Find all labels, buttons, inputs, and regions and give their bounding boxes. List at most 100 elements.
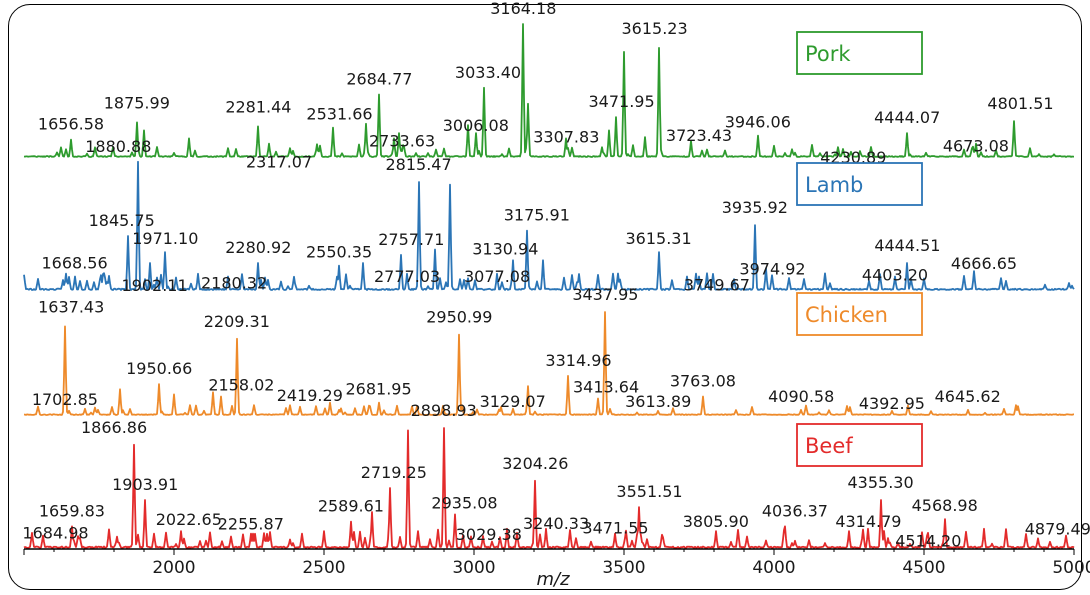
legend-box-lamb <box>796 162 923 206</box>
peak-label: 4514.20 <box>895 531 961 550</box>
peak-label: 3307.83 <box>533 127 599 146</box>
peak-label: 2935.08 <box>431 493 497 512</box>
spectrum-line-chicken <box>23 311 1074 416</box>
peak-label: 1668.56 <box>42 254 108 273</box>
peak-label: 3077.08 <box>464 267 530 286</box>
peak-label: 1902.11 <box>122 276 188 295</box>
spectrum-line-lamb <box>23 160 1075 291</box>
peak-label: 3615.23 <box>622 19 688 38</box>
peak-label: 3175.91 <box>504 206 570 225</box>
spectrum-beef: 1659.83 1684.98 1866.86 1903.91 2022.652255.… <box>22 401 1090 550</box>
peak-label: 3974.92 <box>739 259 805 278</box>
peak-label: 2317.07 <box>246 153 312 172</box>
peak-label: 2550.35 <box>306 243 372 262</box>
peak-label: 1637.43 <box>38 297 104 316</box>
peak-label: 2719.25 <box>361 463 427 482</box>
peak-label: 2681.95 <box>346 380 412 399</box>
legend-label-chicken: Chicken <box>805 303 888 327</box>
peak-label: 1866.86 <box>81 418 147 437</box>
peak-label: 2950.99 <box>426 308 492 327</box>
peak-label: 1875.99 <box>104 93 170 112</box>
peak-label: 4801.51 <box>987 94 1053 113</box>
peak-label: 3551.51 <box>616 482 682 501</box>
peak-label: 4355.30 <box>848 473 914 492</box>
peak-label: 4036.37 <box>762 501 828 520</box>
peak-label: 4879.49 <box>1025 519 1090 538</box>
legend-box-pork <box>796 31 923 75</box>
peak-label: 2281.44 <box>225 97 291 116</box>
peak-label: 4314.79 <box>835 512 901 531</box>
peak-label: 3613.89 <box>625 392 691 411</box>
peak-label: 3471.55 <box>582 519 648 538</box>
peak-label: 1845.75 <box>89 211 155 230</box>
x-axis-title: m/z <box>536 569 570 590</box>
peak-label: 2209.31 <box>204 312 270 331</box>
peak-label: 3615.31 <box>626 229 692 248</box>
peak-label: 1702.85 <box>32 390 98 409</box>
peak-label: 4645.62 <box>935 387 1001 406</box>
peak-label: 4673.08 <box>943 137 1009 156</box>
peak-label: 3204.26 <box>502 454 568 473</box>
peak-label: 2158.02 <box>208 376 274 395</box>
peak-label: 4444.51 <box>874 236 940 255</box>
peak-label: 3413.64 <box>573 378 639 397</box>
peak-label: 4444.07 <box>874 108 940 127</box>
peak-label: 3130.94 <box>472 239 538 258</box>
peak-label: 3164.18 <box>490 0 556 18</box>
peak-label: 1950.66 <box>126 359 192 378</box>
x-tick-label: 3000 <box>452 558 495 578</box>
x-tick-label: 2000 <box>152 558 195 578</box>
peak-label: 2531.66 <box>306 105 372 124</box>
peak-label: 2180.32 <box>201 274 267 293</box>
peak-label: 2898.93 <box>411 401 477 420</box>
legend-label-lamb: Lamb <box>805 173 863 197</box>
peak-label: 3033.40 <box>455 63 521 82</box>
spectrum-line-beef <box>23 427 1075 549</box>
peak-label: 2280.92 <box>225 238 291 257</box>
peak-label: 1903.91 <box>112 475 178 494</box>
legend-label-pork: Pork <box>805 42 851 66</box>
peak-label: 3471.95 <box>589 92 655 111</box>
peak-label: 1656.58 <box>38 115 104 134</box>
peak-label: 4666.65 <box>951 254 1017 273</box>
x-tick-label: 5000 <box>1052 558 1090 578</box>
peak-label: 3029.38 <box>456 525 522 544</box>
peak-label: 3935.92 <box>722 198 788 217</box>
peak-label: 4090.58 <box>768 387 834 406</box>
peak-label: 3240.33 <box>523 514 589 533</box>
peak-label: 1684.98 <box>22 523 88 542</box>
legend-box-chicken <box>796 292 923 336</box>
peak-label: 3946.06 <box>725 113 791 132</box>
peak-label: 2419.29 <box>277 386 343 405</box>
peak-label: 1659.83 <box>39 501 105 520</box>
spectrum-line-pork <box>23 23 1074 158</box>
peak-label: 1880.88 <box>85 137 151 156</box>
peak-label: 2777.03 <box>374 267 440 286</box>
peak-label: 2733.63 <box>369 131 435 150</box>
peak-label: 3723.43 <box>666 126 732 145</box>
peak-label: 3437.95 <box>572 285 638 304</box>
peak-label: 2757.71 <box>378 230 444 249</box>
x-tick-label: 4500 <box>902 558 945 578</box>
x-tick-label: 4000 <box>752 558 795 578</box>
peak-label: 3749.67 <box>684 276 750 295</box>
peak-label: 3805.90 <box>683 512 749 531</box>
peak-label: 2815.47 <box>386 155 452 174</box>
legend-label-beef: Beef <box>805 434 853 458</box>
peak-label: 1971.10 <box>132 229 198 248</box>
peak-label: 2022.65 <box>156 510 222 529</box>
peak-label: 3006.08 <box>443 116 509 135</box>
peak-label: 2589.61 <box>318 497 384 516</box>
peak-label: 3314.96 <box>545 351 611 370</box>
spectrum-lamb: 1668.56 1845.75 1880.88 1902.11 1971.10 2180.… <box>23 137 1075 295</box>
peak-label: 4392.95 <box>859 394 925 413</box>
x-tick-label: 3500 <box>602 558 645 578</box>
x-tick-label: 2500 <box>302 558 345 578</box>
peak-label: 4568.98 <box>912 496 978 515</box>
peak-label: 3763.08 <box>670 372 736 391</box>
peak-label: 2684.77 <box>346 70 412 89</box>
peak-label: 4403.20 <box>862 266 928 285</box>
peak-label: 3129.07 <box>480 392 546 411</box>
